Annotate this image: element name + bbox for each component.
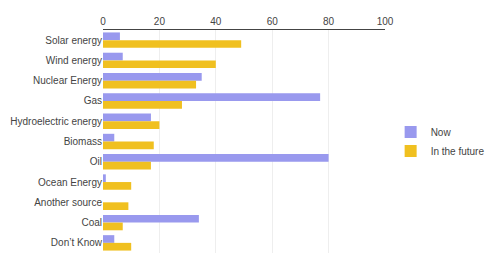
svg-text:Now: Now	[431, 127, 452, 138]
svg-text:Coal: Coal	[81, 217, 102, 228]
svg-text:40: 40	[210, 16, 222, 27]
svg-text:In the future: In the future	[431, 146, 485, 157]
svg-text:Oil: Oil	[90, 156, 102, 167]
svg-text:Don’t Know: Don’t Know	[51, 237, 103, 248]
svg-text:Nuclear Energy: Nuclear Energy	[33, 75, 102, 86]
svg-text:0: 0	[100, 16, 106, 27]
svg-text:Solar energy: Solar energy	[45, 35, 102, 46]
svg-text:100: 100	[377, 16, 394, 27]
svg-text:80: 80	[323, 16, 335, 27]
svg-text:Hydroelectric energy: Hydroelectric energy	[10, 116, 102, 127]
svg-text:Wind energy: Wind energy	[46, 55, 102, 66]
svg-text:Gas: Gas	[84, 95, 102, 106]
svg-text:Biomass: Biomass	[64, 136, 102, 147]
svg-text:Ocean Energy: Ocean Energy	[38, 177, 102, 188]
svg-text:20: 20	[154, 16, 166, 27]
svg-text:60: 60	[267, 16, 279, 27]
svg-text:Another source: Another source	[34, 197, 102, 208]
